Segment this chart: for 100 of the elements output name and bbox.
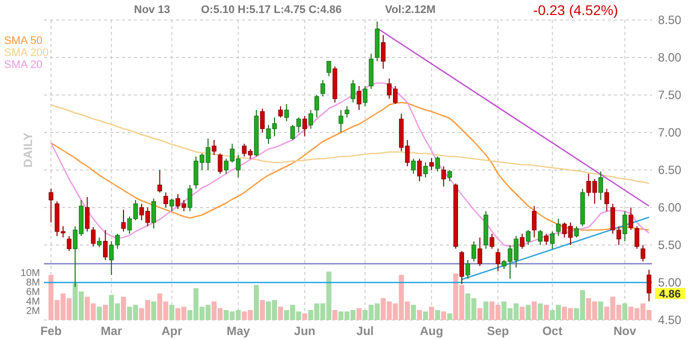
x-tick-label: May [226, 324, 250, 338]
candlestick [121, 209, 126, 232]
candlestick [429, 158, 434, 170]
candlestick [157, 170, 162, 193]
candlestick [350, 80, 356, 103]
candlestick [48, 188, 54, 223]
candlestick [496, 248, 500, 272]
bar [169, 304, 174, 320]
text: SMA 50 [4, 35, 43, 47]
bar [356, 308, 362, 320]
bar [429, 306, 434, 320]
y-tick-label: 7.50 [658, 88, 682, 102]
bar [416, 310, 422, 320]
candlestick [435, 156, 440, 172]
bar [477, 308, 482, 320]
y-tick-label: 7.00 [658, 126, 682, 140]
bar [435, 310, 440, 320]
bar [447, 313, 452, 320]
y-tick-label: 6.50 [658, 163, 682, 178]
annotation: 4.86 [659, 288, 681, 300]
line-series [50, 104, 650, 184]
candlestick [622, 210, 628, 242]
bar [102, 304, 108, 320]
candlestick [526, 230, 530, 246]
candlestick [417, 158, 422, 182]
candlestick [634, 226, 640, 250]
candlestick [538, 230, 543, 246]
bar [598, 301, 604, 320]
text: -0.23 (4.52%) [533, 2, 618, 18]
x-tick-label: Nov [614, 324, 636, 338]
candlestick [628, 207, 634, 230]
y2-tick-label: 6M [26, 287, 40, 298]
y2-tick-label: 2M [26, 306, 40, 318]
bar [410, 304, 416, 320]
bar [332, 310, 338, 320]
x-tick-label: Apr [161, 324, 182, 338]
candlestick [423, 162, 428, 178]
candlestick [380, 34, 386, 70]
x-tick-label: Aug [420, 324, 444, 338]
candlestick [550, 231, 555, 250]
candlestick [84, 196, 90, 232]
y-tick-label: 4.50 [658, 313, 682, 328]
bar [260, 300, 265, 320]
candlestick [478, 237, 482, 266]
candlestick [344, 106, 350, 118]
candlestick [170, 198, 174, 212]
candlestick [472, 240, 476, 262]
y2-tick-label: 4M [26, 296, 40, 308]
candlestick [212, 140, 216, 156]
candlestick [284, 104, 289, 122]
candlestick [103, 230, 108, 260]
bar [622, 303, 628, 320]
candlestick [544, 233, 549, 246]
candlestick [314, 94, 320, 118]
candlestick [151, 198, 156, 229]
bar [526, 304, 531, 320]
bar [278, 306, 284, 320]
candlestick [490, 233, 494, 250]
bar [532, 301, 537, 320]
candlestick [260, 108, 265, 133]
candlestick [188, 184, 192, 212]
x-tick-label: Sep [486, 324, 509, 338]
candlestick [574, 226, 579, 238]
candlestick [338, 110, 344, 133]
y-tick-label: 6.00 [658, 200, 682, 215]
bar [441, 311, 446, 320]
y-tick-label: 5.00 [658, 276, 682, 290]
candlestick [604, 188, 610, 212]
candlestick [520, 233, 524, 250]
candlestick [66, 236, 72, 252]
text: O:5.10 H:5.17 L:4.75 C:4.86 [201, 4, 342, 16]
text: Nov 13 [134, 4, 170, 16]
y-tick-label: 8.00 [658, 50, 682, 65]
candlestick [465, 260, 470, 280]
bar [254, 284, 259, 320]
candlestick [218, 153, 222, 174]
y-tick-label: 5.50 [658, 238, 682, 252]
bar [483, 301, 488, 320]
text: SMA 20 [4, 59, 43, 71]
x-tick-label: Mar [100, 324, 122, 338]
bar [538, 303, 543, 320]
x-tick-label: Feb [40, 324, 62, 338]
candlestick [646, 269, 652, 302]
bar [96, 306, 102, 320]
candlestick [278, 106, 283, 118]
x-tick-label: Jul [356, 324, 374, 338]
y2-tick-label: 10M [20, 268, 40, 280]
candlestick [447, 170, 452, 182]
candlestick [532, 206, 537, 238]
candlestick [441, 166, 446, 187]
candlestick [163, 192, 168, 208]
candlestick [326, 60, 332, 77]
candlestick [97, 237, 102, 248]
bar [151, 301, 156, 320]
bar [423, 311, 428, 320]
text: Vol:2.12M [385, 4, 436, 16]
candlestick [320, 80, 326, 97]
x-tick-label: Jun [294, 324, 316, 338]
candlestick [362, 86, 368, 107]
x-tick-label: Oct [542, 324, 562, 338]
